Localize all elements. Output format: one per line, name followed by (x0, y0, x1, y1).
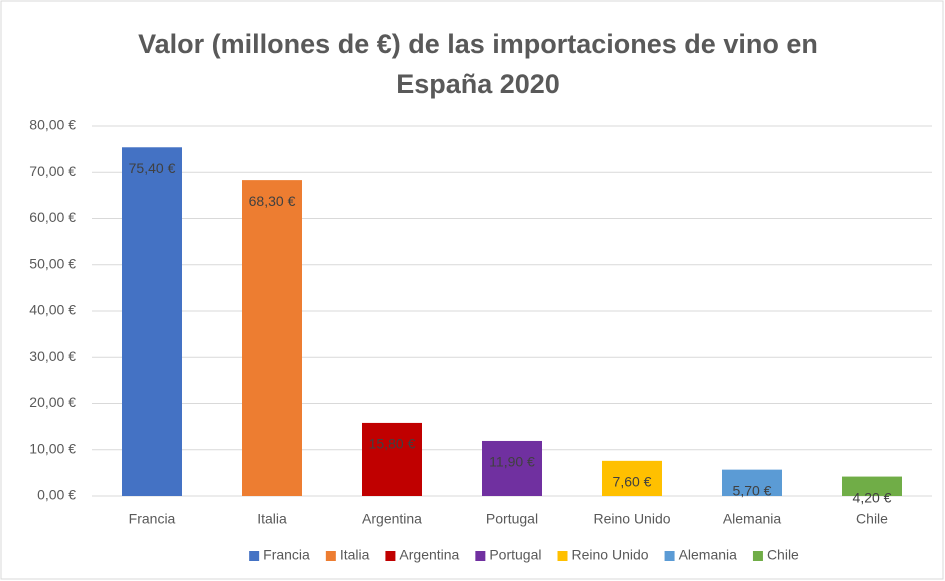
bar (242, 180, 302, 497)
x-tick-label: Argentina (362, 511, 422, 527)
x-tick-label: Italia (257, 511, 287, 527)
legend-label: Portugal (489, 547, 541, 563)
data-label: 5,70 € (733, 482, 772, 498)
bar (122, 147, 182, 496)
bar (362, 422, 422, 496)
y-tick-label: 50,00 € (29, 255, 76, 271)
bar (482, 440, 542, 496)
legend-label: Alemania (679, 547, 738, 563)
y-tick-label: 70,00 € (29, 163, 76, 179)
data-label: 7,60 € (613, 474, 652, 490)
data-label: 75,40 € (129, 160, 176, 176)
y-tick-label: 80,00 € (29, 117, 76, 133)
bar (722, 469, 782, 496)
x-tick-label: Portugal (486, 511, 538, 527)
y-tick-label: 60,00 € (29, 209, 76, 225)
data-label: 11,90 € (489, 454, 535, 470)
data-label: 4,20 € (853, 489, 892, 505)
legend-swatch (557, 551, 568, 561)
legend-swatch (664, 551, 675, 561)
y-tick-label: 30,00 € (29, 348, 76, 364)
x-tick-label: Chile (856, 511, 888, 527)
y-tick-label: 20,00 € (29, 394, 76, 410)
legend-label: Argentina (399, 547, 459, 563)
legend-swatch (385, 551, 396, 561)
legend-label: Chile (767, 547, 799, 563)
x-tick-label: Alemania (723, 511, 782, 527)
legend-label: Italia (340, 547, 370, 563)
legend-swatch (752, 551, 763, 561)
legend-swatch (325, 551, 336, 561)
legend-label: Francia (263, 547, 310, 563)
data-label: 15,80 € (369, 436, 416, 452)
x-tick-label: Francia (129, 511, 176, 527)
y-tick-label: 10,00 € (29, 440, 76, 456)
y-tick-label: 40,00 € (29, 302, 76, 318)
data-label: 68,30 € (249, 193, 296, 209)
legend-swatch (475, 551, 486, 561)
chart-title: Valor (millones de €) de las importacion… (138, 29, 818, 99)
bar (842, 476, 902, 496)
y-tick-label: 0,00 € (37, 487, 76, 503)
x-tick-label: Reino Unido (593, 511, 670, 527)
legend-swatch (249, 551, 260, 561)
legend-label: Reino Unido (572, 547, 649, 563)
bar (602, 460, 662, 496)
